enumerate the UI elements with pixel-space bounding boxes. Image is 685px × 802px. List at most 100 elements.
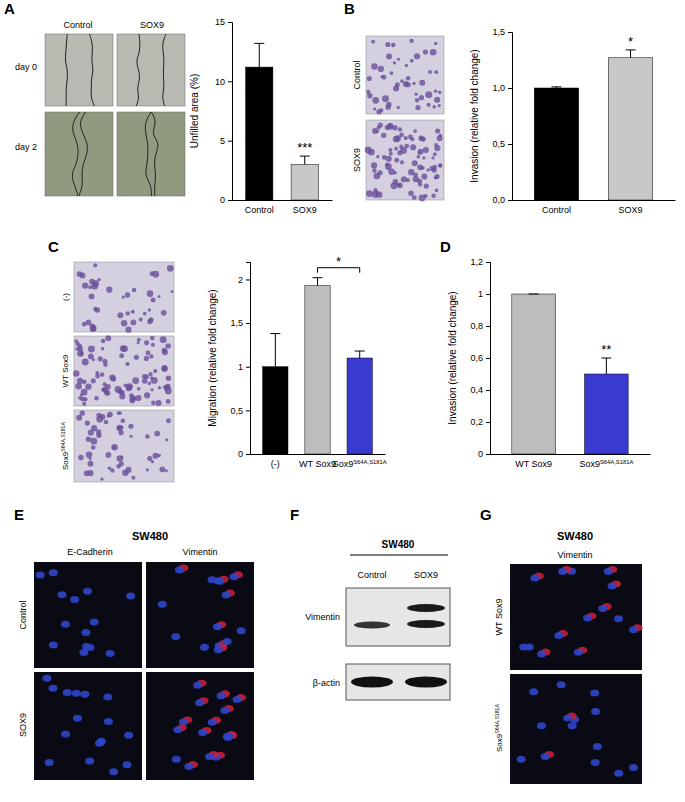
- axis-line: [486, 263, 491, 455]
- tick: 0,5: [230, 406, 250, 416]
- fluorescence-image: [146, 562, 254, 668]
- tick-mark: [508, 88, 512, 89]
- tick-mark: [486, 390, 490, 391]
- tick: 0: [238, 449, 250, 459]
- protein-label: β-actin: [313, 678, 340, 688]
- tick-label: Control: [542, 205, 571, 215]
- tick-label: 0,2: [470, 417, 483, 427]
- column-label: SOX9: [140, 20, 164, 30]
- micrograph: [74, 262, 174, 333]
- tick-mark: [246, 279, 250, 280]
- tick-label: 1: [238, 362, 243, 372]
- tick-mark: [228, 22, 232, 23]
- tick: 0,5: [492, 139, 512, 149]
- x-axis: (-)WT Sox9Sox9S64A,S181A: [251, 454, 387, 469]
- tick-mark: [486, 326, 490, 327]
- bar: [263, 367, 288, 454]
- axis-title: Invasion (relative fold change): [469, 49, 480, 182]
- y-axis: 00,20,40,60,811,2: [470, 257, 490, 459]
- protein-label: Vimentin: [305, 612, 340, 622]
- tick-label: 2: [238, 275, 243, 285]
- tick-label: 0: [220, 195, 225, 205]
- tick: 5: [220, 136, 232, 146]
- tick-mark: [508, 144, 512, 145]
- tick: Sox9S64A,S181A: [333, 454, 387, 469]
- error-bar: [313, 278, 323, 286]
- tick: 0,0: [492, 195, 512, 205]
- tick-label: 0,0: [492, 195, 505, 205]
- bar-chart: 00,20,40,60,811,2WT Sox9Sox9S64A,S181AIn…: [447, 257, 651, 469]
- row-label: WT Sox9: [494, 599, 504, 636]
- tick-label: 1: [478, 289, 483, 299]
- tick-label: 0,6: [470, 353, 483, 363]
- tick: Control: [542, 200, 571, 215]
- tick-label: Sox9S64A,S181A: [333, 459, 387, 469]
- y-axis: 051015: [215, 17, 233, 205]
- tick-label: 0: [238, 449, 243, 459]
- bar: [305, 286, 330, 454]
- bar: [291, 164, 318, 200]
- significance: *: [628, 34, 633, 49]
- micrograph: [366, 36, 444, 115]
- tick: 0,2: [470, 417, 490, 427]
- error-bar: [551, 87, 561, 88]
- tick: Sox9S64A,S181A: [579, 454, 633, 469]
- tick-mark: [486, 454, 490, 455]
- tick-label: WT Sox9: [515, 459, 552, 469]
- lane-label: Control: [357, 570, 386, 580]
- tick: 0: [220, 195, 232, 205]
- tick-label: Sox9S64A,S181A: [579, 459, 633, 469]
- column-label: Vimentin: [558, 550, 593, 560]
- x-axis: ControlSOX9: [233, 200, 333, 215]
- column-label: Control: [63, 20, 92, 30]
- tick: Control: [245, 200, 274, 215]
- row-label: Sox9S64A,S181A: [494, 703, 504, 751]
- error-bar: [626, 50, 636, 58]
- panel-letter: B: [344, 0, 355, 17]
- axis-line: [233, 200, 333, 201]
- tick-label: 0,8: [470, 321, 483, 331]
- tick-mark: [246, 454, 250, 455]
- axis-title: Invasion (relative fold change): [447, 291, 458, 424]
- row-label: day 0: [15, 62, 37, 72]
- panel-letter: A: [4, 0, 15, 17]
- tick-label: 0,5: [492, 139, 505, 149]
- error-bar: [355, 351, 365, 358]
- bar-chart: 00,511,52(-)WT Sox9Sox9S64A,S181AMigrati…: [207, 254, 387, 469]
- tick-mark: [246, 410, 250, 411]
- western-blot: [346, 588, 450, 700]
- row-label: Sox9S64A,S181A: [60, 421, 70, 469]
- plot-area: [263, 278, 373, 454]
- bar: [246, 67, 273, 200]
- tick: 15: [215, 17, 232, 27]
- tick: 2: [238, 275, 250, 285]
- fluorescence-image: [510, 674, 642, 784]
- row-label: Control: [18, 600, 28, 629]
- row-label: Control: [352, 60, 362, 89]
- row-label: SOX9: [18, 713, 28, 737]
- cell-line: SW480: [382, 539, 415, 550]
- lane-label: SOX9: [414, 570, 438, 580]
- tick: 1,5: [492, 27, 512, 37]
- bar-chart: 0,00,51,01,5ControlSOX9Invasion (relativ…: [469, 27, 676, 215]
- fluorescence-image: [34, 562, 142, 668]
- micrograph: [117, 112, 185, 196]
- tick: WT Sox9: [299, 454, 336, 469]
- panel-letter: G: [480, 506, 492, 523]
- tick: 1: [238, 362, 250, 372]
- axis-title: Migration (relative fold change): [207, 289, 218, 426]
- tick-mark: [228, 200, 232, 201]
- tick-label: 1,0: [492, 83, 505, 93]
- micrograph: [117, 34, 185, 106]
- divider: [350, 555, 448, 556]
- axis-line: [491, 454, 651, 455]
- significance: *: [336, 254, 341, 269]
- row-label: day 2: [15, 142, 37, 152]
- tick-label: 0,5: [230, 406, 243, 416]
- axis-line: [251, 454, 386, 455]
- bar: [347, 358, 372, 454]
- cell-line: SW480: [132, 530, 168, 542]
- panel-letter: C: [48, 238, 59, 255]
- tick: 1: [478, 289, 490, 299]
- axis-line: [508, 33, 513, 201]
